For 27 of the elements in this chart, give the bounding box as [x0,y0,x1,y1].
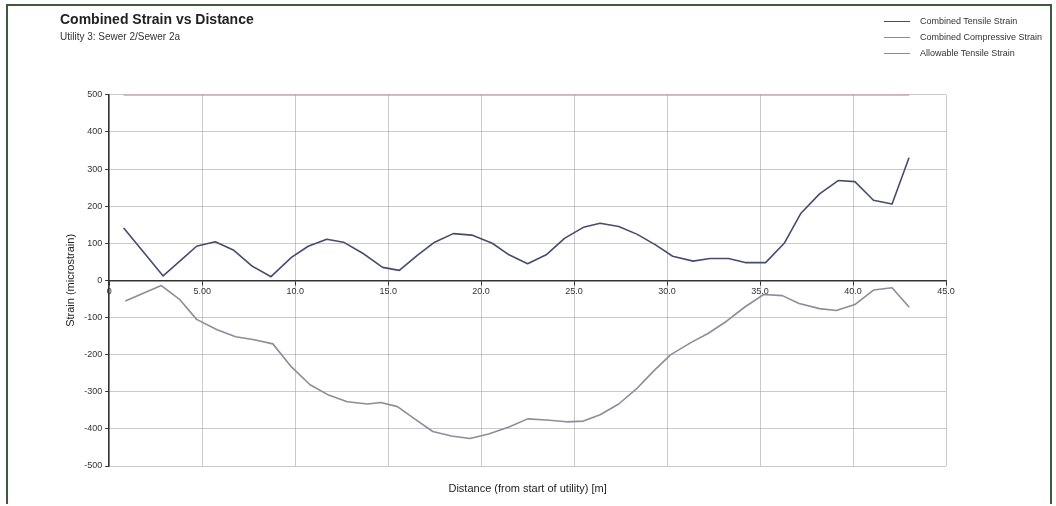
legend-label: Combined Compressive Strain [919,32,1042,42]
y-tick-label: 200 [87,200,103,211]
y-tick-label: -500 [84,460,103,471]
y-tick-label: -300 [84,386,103,397]
y-tick-label: 100 [87,237,103,248]
y-axis-title: Strain (microstrain) [63,233,76,327]
y-tick-label: 300 [87,163,103,174]
y-tick-label: -400 [84,423,103,434]
x-tick-label: 5.00 [193,286,211,297]
x-tick-label: 35.0 [751,286,769,297]
x-tick-label: 25.0 [565,286,583,297]
y-tick-label: 0 [97,274,103,285]
y-tick-label: -200 [84,349,103,360]
x-axis-title: Distance (from start of utility) [m] [448,481,607,494]
x-tick-label: 30.0 [658,286,676,297]
x-tick-label: 15.0 [379,286,397,297]
legend-label: Combined Tensile Strain [919,16,1018,26]
y-tick-label: 500 [87,89,103,100]
legend-label: Allowable Tensile Strain [919,48,1015,58]
x-tick-label: 45.0 [937,286,955,297]
x-tick-label: 10.0 [286,286,304,297]
x-tick-label: 40.0 [844,286,862,297]
x-tick-label: 20.0 [472,286,490,297]
y-tick-label: -100 [84,312,103,322]
y-tick-label: 400 [87,126,103,137]
chart-title: Combined Strain vs Distance [60,11,254,28]
chart-subtitle: Utility 3: Sewer 2/Sewer 2a [60,30,181,42]
